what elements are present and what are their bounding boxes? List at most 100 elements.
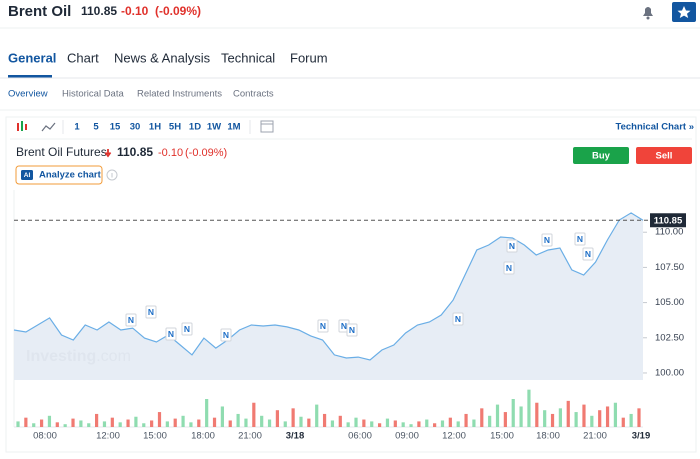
- watchlist-button[interactable]: [672, 2, 696, 22]
- interval-button[interactable]: 1M: [227, 122, 240, 133]
- volume-bar: [495, 404, 500, 427]
- subtabs: Overview Historical Data Related Instrumen…: [8, 89, 274, 100]
- buy-button[interactable]: Buy: [573, 147, 629, 164]
- volume-bar: [236, 413, 240, 427]
- price-chart: Investing.com100.00102.50105.00107.50110…: [13, 190, 686, 442]
- tab[interactable]: General: [8, 50, 56, 65]
- candles-icon[interactable]: [17, 121, 27, 131]
- news-marker-label[interactable]: N: [509, 241, 515, 251]
- x-tick-label: 21:00: [238, 431, 262, 442]
- volume-bar: [142, 423, 146, 427]
- sell-label[interactable]: Sell: [656, 151, 673, 162]
- volume-bar: [267, 419, 272, 427]
- subtab[interactable]: Contracts: [233, 89, 274, 100]
- tab[interactable]: Forum: [290, 50, 328, 65]
- x-tick-label: 06:00: [348, 431, 372, 442]
- volume-bar: [79, 420, 83, 427]
- ai-badge[interactable]: AI: [24, 172, 31, 179]
- subtab[interactable]: Overview: [8, 89, 48, 100]
- volume-bar: [480, 408, 484, 427]
- news-marker-label[interactable]: N: [223, 330, 229, 340]
- volume-bar: [315, 404, 319, 427]
- news-marker[interactable]: [452, 312, 464, 326]
- line-style-icon[interactable]: [41, 122, 56, 132]
- interval-button[interactable]: 5H: [169, 122, 181, 133]
- alert-button[interactable]: [643, 7, 653, 20]
- news-marker[interactable]: [506, 239, 518, 253]
- news-marker[interactable]: [503, 261, 515, 275]
- interval-button[interactable]: 5: [93, 122, 99, 133]
- x-tick-label: 12:00: [96, 431, 120, 442]
- subtab[interactable]: Related Instruments: [137, 89, 222, 100]
- volume-bar: [47, 415, 52, 427]
- volume-bar: [401, 422, 405, 427]
- info-icon[interactable]: [106, 169, 118, 181]
- tab[interactable]: News & Analysis: [114, 50, 211, 65]
- news-marker-label[interactable]: N: [168, 329, 174, 339]
- volume-bar: [613, 402, 618, 427]
- news-marker[interactable]: [181, 322, 193, 336]
- news-marker-label[interactable]: N: [577, 234, 583, 244]
- news-marker[interactable]: [574, 232, 586, 246]
- interval-button[interactable]: 1W: [207, 122, 221, 133]
- volume-bar: [150, 420, 154, 427]
- volume-bar: [134, 416, 138, 427]
- news-marker[interactable]: [346, 323, 358, 337]
- volume-bar: [212, 417, 217, 427]
- volume-bar: [110, 417, 114, 427]
- news-marker-label[interactable]: N: [320, 321, 326, 331]
- news-marker[interactable]: [582, 247, 594, 261]
- news-marker-label[interactable]: N: [184, 324, 190, 334]
- interval-button[interactable]: 15: [110, 122, 121, 133]
- buy-label[interactable]: Buy: [592, 151, 611, 162]
- news-marker[interactable]: [317, 319, 329, 333]
- chart-price: 110.85: [117, 145, 153, 159]
- news-marker[interactable]: [541, 233, 553, 247]
- interval-button[interactable]: 30: [130, 122, 141, 133]
- analyze-label[interactable]: Analyze chart: [39, 170, 102, 181]
- news-marker[interactable]: [220, 328, 232, 342]
- volume-bar: [582, 404, 586, 427]
- x-tick-label: 21:00: [583, 431, 607, 442]
- x-tick-label: 18:00: [536, 431, 560, 442]
- volume-bar: [385, 418, 390, 427]
- volume-bar: [165, 421, 169, 427]
- interval-button[interactable]: 1: [74, 122, 80, 133]
- news-marker-label[interactable]: N: [506, 263, 512, 273]
- volume-bar: [16, 421, 20, 427]
- news-marker-label[interactable]: N: [455, 314, 461, 324]
- news-marker-label[interactable]: N: [544, 235, 550, 245]
- tab[interactable]: Technical: [221, 50, 275, 65]
- news-marker-label[interactable]: N: [585, 249, 591, 259]
- news-marker-label[interactable]: N: [148, 307, 154, 317]
- volume-bar: [181, 415, 185, 427]
- news-marker-label[interactable]: N: [349, 325, 355, 335]
- y-tick-label: 110.00: [655, 227, 683, 238]
- x-tick-label: 15:00: [490, 431, 514, 442]
- analyze-button[interactable]: AI Analyze chart: [15, 165, 103, 185]
- sell-button[interactable]: Sell: [636, 147, 692, 164]
- volume-bar: [63, 424, 67, 427]
- volume-bar: [440, 420, 445, 427]
- news-marker-label[interactable]: N: [341, 321, 347, 331]
- interval-button[interactable]: 1D: [189, 122, 201, 133]
- volume-bar: [409, 424, 413, 427]
- indicators-icon[interactable]: [260, 120, 274, 133]
- tabs: General Chart News & Analysis Technical Foru…: [8, 50, 328, 65]
- news-marker[interactable]: [165, 327, 177, 341]
- news-marker-label[interactable]: N: [128, 315, 134, 325]
- down-arrow: [104, 149, 112, 158]
- news-marker[interactable]: [145, 305, 157, 319]
- technical-chart-link[interactable]: Technical Chart »: [616, 122, 695, 133]
- interval-button[interactable]: 1H: [149, 122, 161, 133]
- volume-bar: [598, 410, 602, 427]
- volume-bar: [39, 419, 44, 427]
- volume-bar: [535, 402, 539, 427]
- subtab[interactable]: Historical Data: [62, 89, 124, 100]
- volume-bar: [605, 406, 610, 427]
- volume-bar: [95, 413, 99, 427]
- tab[interactable]: Chart: [67, 50, 99, 65]
- volume-bar: [637, 408, 641, 427]
- news-marker[interactable]: [125, 313, 137, 327]
